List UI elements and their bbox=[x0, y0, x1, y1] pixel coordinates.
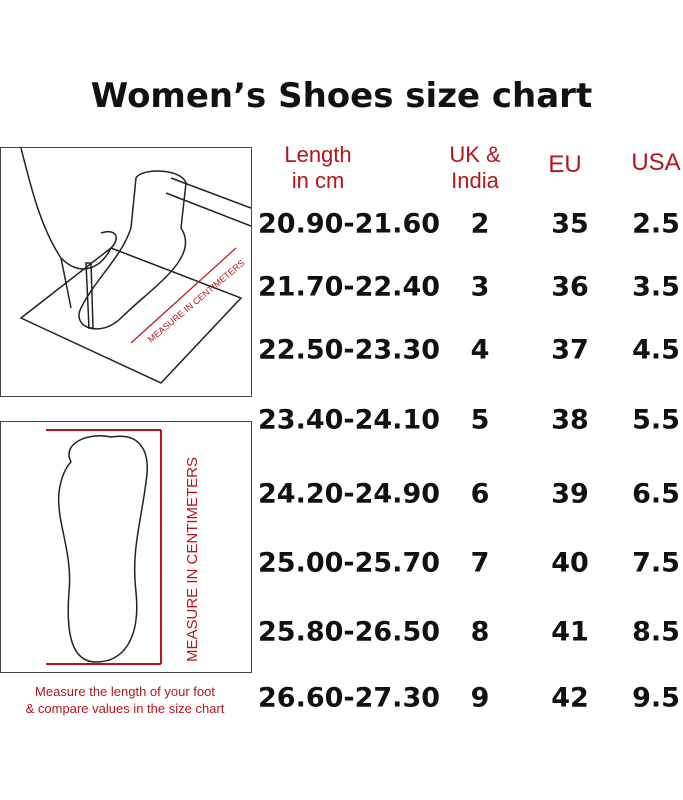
note-line1: Measure the length of your foot bbox=[35, 684, 215, 699]
cell-usa: 3.5 bbox=[632, 271, 680, 303]
cell-length: 23.40-24.10 bbox=[258, 404, 441, 436]
cell-uk: 3 bbox=[470, 271, 490, 303]
cell-eu: 36 bbox=[551, 271, 589, 303]
cell-uk: 7 bbox=[470, 547, 490, 579]
header-uk-line1: UK & bbox=[449, 142, 501, 167]
foot-measuring-illustration: MEASURE IN CENTIMETERS bbox=[0, 147, 252, 397]
foot-outline-illustration: MEASURE IN CENTIMETERS bbox=[0, 421, 252, 673]
cell-eu: 35 bbox=[551, 208, 589, 240]
ruler-label-side: MEASURE IN CENTIMETERS bbox=[184, 457, 201, 662]
page-title: Women’s Shoes size chart bbox=[90, 76, 593, 116]
cell-length: 24.20-24.90 bbox=[258, 478, 441, 510]
cell-length: 25.00-25.70 bbox=[258, 547, 441, 579]
cell-uk: 9 bbox=[470, 682, 490, 714]
header-eu: EU bbox=[548, 151, 582, 178]
header-usa: USA bbox=[631, 149, 681, 176]
header-uk: UK & India bbox=[430, 142, 520, 194]
cell-length: 25.80-26.50 bbox=[258, 616, 441, 648]
cell-usa: 2.5 bbox=[632, 208, 680, 240]
cell-length: 20.90-21.60 bbox=[258, 208, 441, 240]
cell-usa: 6.5 bbox=[632, 478, 680, 510]
cell-uk: 5 bbox=[470, 404, 490, 436]
cell-eu: 39 bbox=[551, 478, 589, 510]
cell-eu: 42 bbox=[551, 682, 589, 714]
cell-usa: 4.5 bbox=[632, 334, 680, 366]
cell-uk: 2 bbox=[470, 208, 490, 240]
cell-uk: 4 bbox=[470, 334, 490, 366]
cell-uk: 8 bbox=[470, 616, 490, 648]
cell-eu: 37 bbox=[551, 334, 589, 366]
cell-usa: 5.5 bbox=[632, 404, 680, 436]
cell-usa: 7.5 bbox=[632, 547, 680, 579]
cell-eu: 40 bbox=[551, 547, 589, 579]
cell-uk: 6 bbox=[470, 478, 490, 510]
header-uk-line2: India bbox=[451, 168, 499, 193]
cell-length: 22.50-23.30 bbox=[258, 334, 441, 366]
header-length-line2: in cm bbox=[291, 168, 345, 193]
cell-eu: 41 bbox=[551, 616, 589, 648]
cell-length: 26.60-27.30 bbox=[258, 682, 441, 714]
note-line2: & compare values in the size chart bbox=[25, 701, 225, 716]
cell-usa: 9.5 bbox=[632, 682, 680, 714]
ruler-label-top: MEASURE IN CENTIMETERS bbox=[146, 258, 247, 345]
header-length-line1: Length bbox=[284, 142, 352, 167]
header-length: Length in cm bbox=[268, 142, 368, 194]
measure-note: Measure the length of your foot & compar… bbox=[0, 683, 250, 717]
cell-usa: 8.5 bbox=[632, 616, 680, 648]
cell-length: 21.70-22.40 bbox=[258, 271, 441, 303]
cell-eu: 38 bbox=[551, 404, 589, 436]
